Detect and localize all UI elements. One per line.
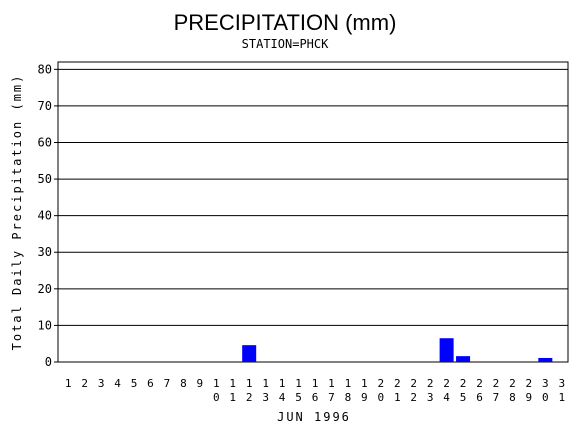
x-tick-label: 7 xyxy=(160,377,173,391)
bar xyxy=(439,338,454,362)
bar xyxy=(242,345,257,362)
x-tick-label: 4 xyxy=(111,377,124,391)
x-tick-label: 12 xyxy=(243,377,256,405)
x-tick-label: 31 xyxy=(555,377,568,405)
x-tick-label: 19 xyxy=(358,377,371,405)
x-tick-label: 29 xyxy=(522,377,535,405)
x-tick-label: 18 xyxy=(341,377,354,405)
x-tick-label: 23 xyxy=(424,377,437,405)
x-tick-label: 25 xyxy=(457,377,470,405)
x-tick-label: 22 xyxy=(407,377,420,405)
y-axis-label: Total Daily Precipitation (mm) xyxy=(10,74,24,351)
x-tick-label: 20 xyxy=(374,377,387,405)
x-tick-label: 9 xyxy=(193,377,206,391)
plot-frame xyxy=(57,61,569,363)
y-tick-label: 0 xyxy=(45,355,52,369)
x-tick-label: 3 xyxy=(95,377,108,391)
y-tick-label: 30 xyxy=(38,245,52,259)
y-tick-label: 80 xyxy=(38,62,52,76)
x-axis-label: JUN 1996 xyxy=(277,410,351,424)
x-tick-label: 14 xyxy=(276,377,289,405)
chart-subtitle: STATION=PHCK xyxy=(242,37,329,51)
bar xyxy=(538,357,553,362)
x-tick-label: 27 xyxy=(489,377,502,405)
y-tick-label: 50 xyxy=(38,172,52,186)
x-tick-label: 30 xyxy=(539,377,552,405)
chart-title: PRECIPITATION (mm) xyxy=(174,10,397,35)
x-tick-label: 15 xyxy=(292,377,305,405)
x-tick-label: 26 xyxy=(473,377,486,405)
x-tick-label: 13 xyxy=(259,377,272,405)
y-tick-label: 10 xyxy=(38,318,52,332)
x-tick-label: 8 xyxy=(177,377,190,391)
x-tick-label: 1 xyxy=(62,377,75,391)
y-tick-label: 20 xyxy=(38,282,52,296)
x-tick-label: 16 xyxy=(309,377,322,405)
y-tick-label: 40 xyxy=(38,209,52,223)
x-tick-label: 11 xyxy=(226,377,239,405)
bar xyxy=(456,356,471,362)
x-tick-label: 28 xyxy=(506,377,519,405)
x-tick-label: 6 xyxy=(144,377,157,391)
x-tick-label: 24 xyxy=(440,377,453,405)
y-tick-label: 60 xyxy=(38,135,52,149)
x-tick-label: 17 xyxy=(325,377,338,405)
x-tick-label: 21 xyxy=(391,377,404,405)
x-tick-label: 2 xyxy=(78,377,91,391)
x-tick-label: 5 xyxy=(128,377,141,391)
x-tick-label: 10 xyxy=(210,377,223,405)
y-tick-label: 70 xyxy=(38,99,52,113)
